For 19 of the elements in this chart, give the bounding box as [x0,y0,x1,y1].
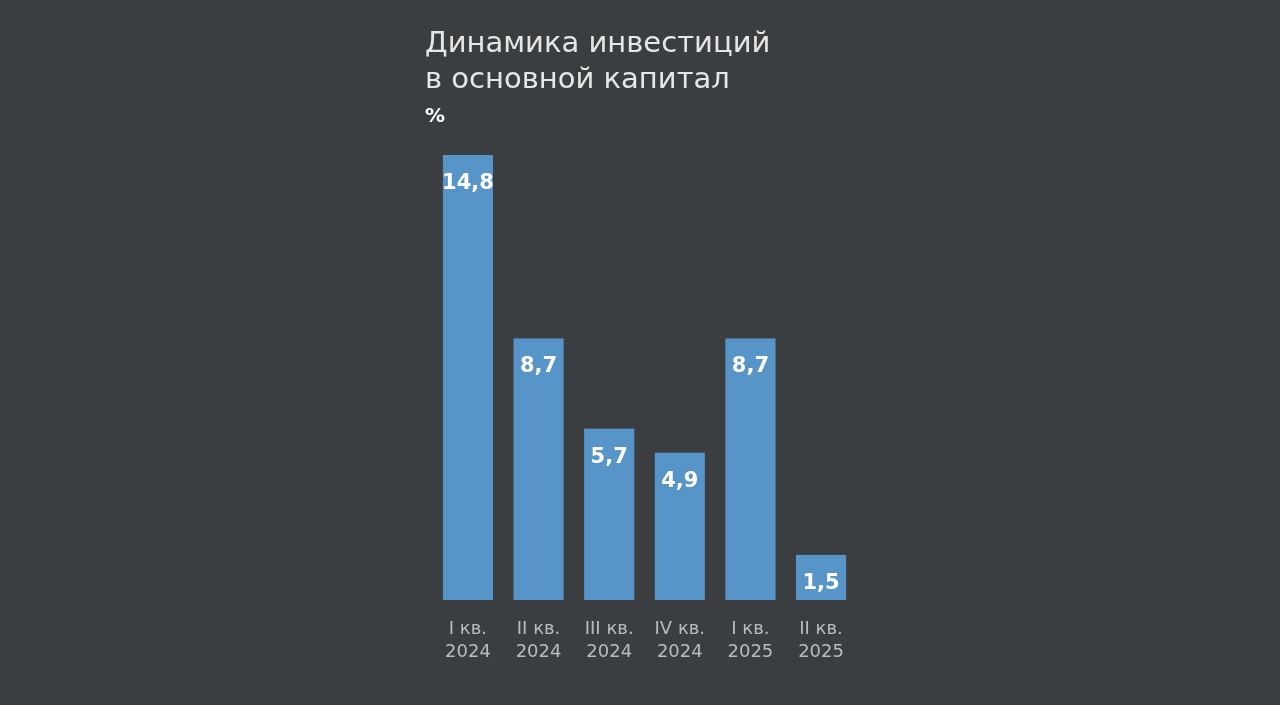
bar [725,338,776,600]
data-label: 8,7 [519,353,558,378]
x-tick-label: II кв. 2024 [515,617,562,661]
bar [442,155,494,600]
data-label: 1,5 [802,569,840,594]
bar [584,428,635,600]
data-label: 5,7 [590,443,628,468]
data-label: 8,7 [731,353,770,378]
x-tick-label: IV кв. 2024 [654,617,706,661]
bar [654,452,705,600]
chart-title: Динамика инвестиций в основной капитал [425,25,771,95]
x-tick-label: II кв. 2025 [798,617,844,661]
data-label: 14,8 [442,170,494,194]
x-tick-label: I кв. 2024 [445,617,491,661]
x-tick-label: I кв. 2025 [727,617,774,661]
bar [513,338,564,600]
x-tick-label: III кв. 2024 [584,617,634,661]
data-label: 4,9 [661,467,699,492]
chart-subtitle: % [425,103,446,127]
